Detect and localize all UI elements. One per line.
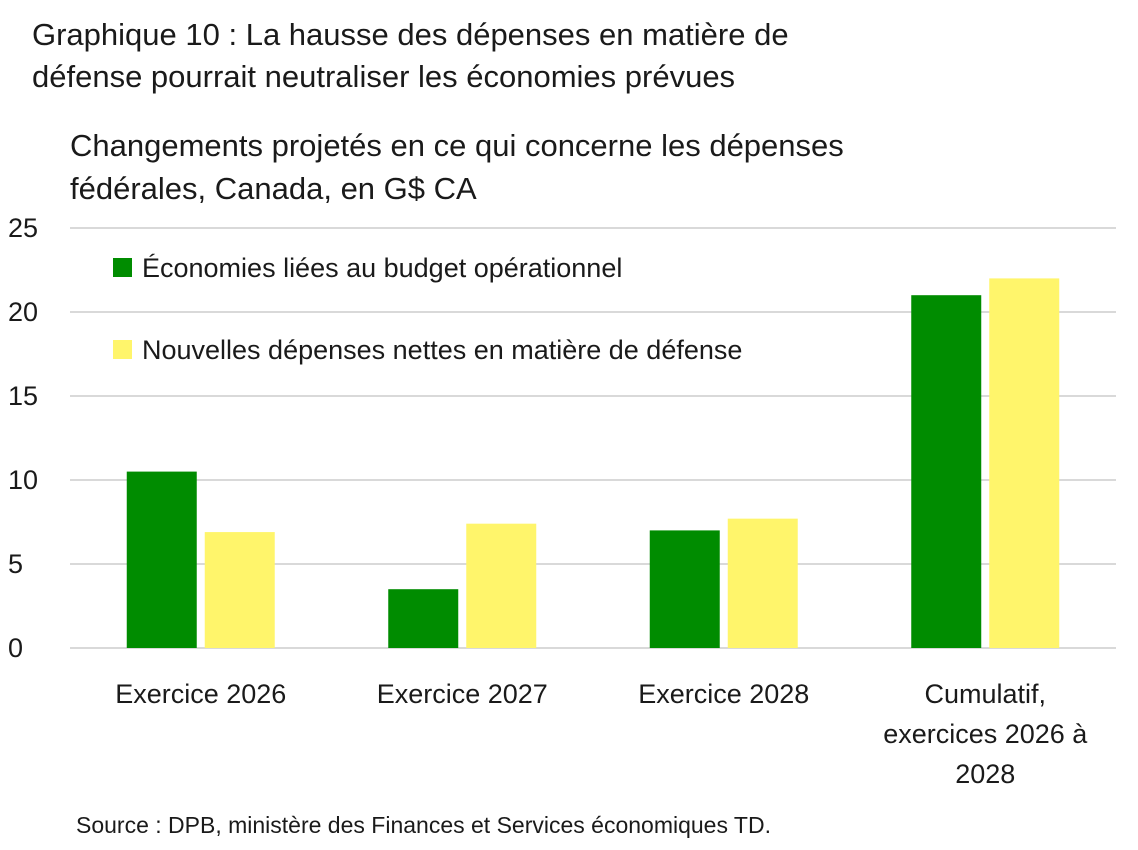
legend-swatch-0: [113, 258, 132, 277]
bar-defense-1: [466, 523, 537, 648]
y-tick-label: 15: [8, 381, 38, 411]
legend-label-0: Économies liées au budget opérationnel: [142, 253, 622, 283]
chart-title-line-2: défense pourrait neutraliser les économi…: [32, 59, 736, 94]
category-label-line: exercices 2026 à: [883, 719, 1088, 749]
chart-subtitle-line-2: fédérales, Canada, en G$ CA: [70, 171, 477, 206]
chart-subtitle: Changements projetés en ce qui concerne …: [70, 124, 1070, 210]
bar-savings-1: [388, 589, 459, 648]
y-tick-label: 0: [8, 633, 23, 663]
chart-title: Graphique 10 : La hausse des dépenses en…: [32, 14, 1112, 98]
bar-defense-3: [989, 278, 1060, 648]
chart-subtitle-line-1: Changements projetés en ce qui concerne …: [70, 128, 844, 163]
bar-savings-3: [911, 295, 982, 648]
y-tick-label: 25: [8, 213, 38, 243]
bar-savings-2: [649, 530, 720, 648]
legend-label-1: Nouvelles dépenses nettes en matière de …: [142, 335, 742, 365]
category-label-line: Cumulatif,: [924, 679, 1046, 709]
legend-swatch-1: [113, 340, 132, 359]
category-label-line: 2028: [955, 759, 1015, 789]
y-tick-label: 20: [8, 297, 38, 327]
bar-savings-0: [126, 471, 197, 648]
category-label: Exercice 2027: [377, 679, 548, 709]
bar-defense-2: [727, 518, 798, 648]
source-note: Source : DPB, ministère des Finances et …: [76, 812, 771, 838]
category-label-line: Exercice 2027: [377, 679, 548, 709]
bar-defense-0: [204, 532, 275, 648]
category-label: Exercice 2026: [115, 679, 286, 709]
category-label: Cumulatif, exercices 2026 à 2028: [883, 679, 1088, 789]
category-label-line: Exercice 2028: [638, 679, 809, 709]
category-label-line: Exercice 2026: [115, 679, 286, 709]
category-label: Exercice 2028: [638, 679, 809, 709]
y-tick-label: 5: [8, 549, 23, 579]
chart-title-line-1: Graphique 10 : La hausse des dépenses en…: [32, 17, 789, 52]
y-tick-label: 10: [8, 465, 38, 495]
